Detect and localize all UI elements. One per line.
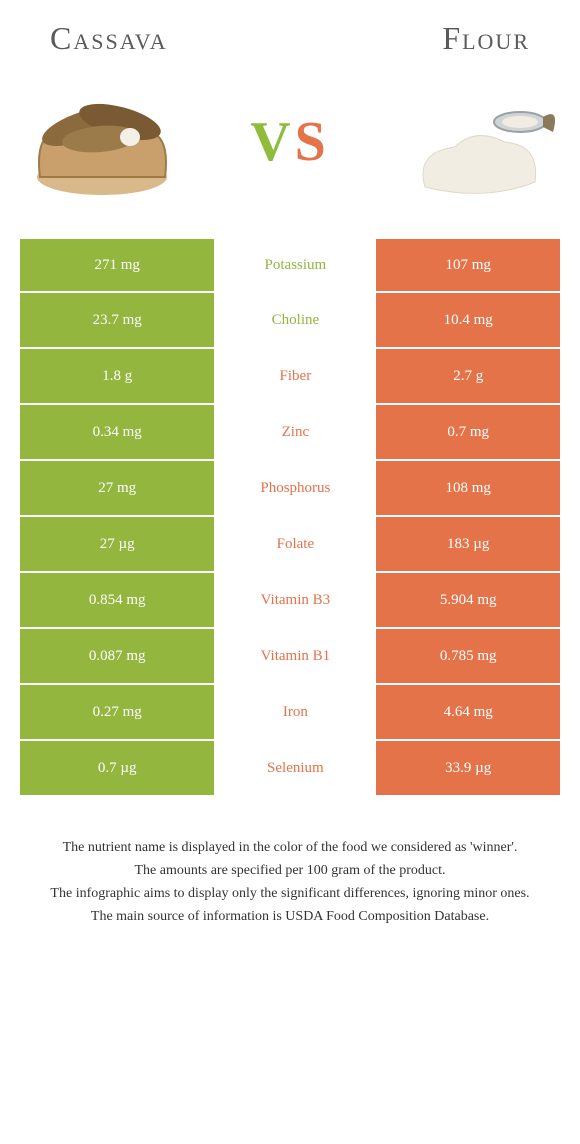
right-value-cell: 108 mg (376, 461, 560, 515)
nutrient-label-cell: Zinc (214, 405, 376, 459)
left-value-cell: 0.854 mg (20, 573, 214, 627)
nutrient-label-cell: Phosphorus (214, 461, 376, 515)
footnote-line: The nutrient name is displayed in the co… (40, 837, 540, 858)
table-row: 23.7 mgCholine10.4 mg (20, 293, 560, 349)
vs-v-letter: V (250, 111, 294, 173)
flour-icon (395, 77, 560, 207)
footnote-line: The amounts are specified per 100 gram o… (40, 860, 540, 881)
right-value-cell: 183 µg (376, 517, 560, 571)
footnote-line: The main source of information is USDA F… (40, 906, 540, 927)
right-value-cell: 107 mg (376, 239, 560, 291)
images-row: VS (20, 67, 560, 237)
left-value-cell: 0.087 mg (20, 629, 214, 683)
right-value-cell: 0.7 mg (376, 405, 560, 459)
footnotes: The nutrient name is displayed in the co… (20, 797, 560, 949)
right-food-title: Flour (442, 20, 530, 57)
vs-s-letter: S (295, 111, 330, 173)
flour-image (395, 77, 560, 207)
table-row: 0.7 µgSelenium33.9 µg (20, 741, 560, 797)
left-value-cell: 0.34 mg (20, 405, 214, 459)
table-row: 0.27 mgIron4.64 mg (20, 685, 560, 741)
cassava-image (20, 77, 185, 207)
header-row: Cassava Flour (20, 20, 560, 67)
right-value-cell: 33.9 µg (376, 741, 560, 795)
cassava-icon (20, 77, 185, 207)
nutrient-label-cell: Vitamin B3 (214, 573, 376, 627)
left-value-cell: 0.7 µg (20, 741, 214, 795)
left-value-cell: 0.27 mg (20, 685, 214, 739)
nutrient-label-cell: Selenium (214, 741, 376, 795)
left-value-cell: 23.7 mg (20, 293, 214, 347)
table-row: 27 µgFolate183 µg (20, 517, 560, 573)
left-value-cell: 27 mg (20, 461, 214, 515)
nutrient-label-cell: Iron (214, 685, 376, 739)
table-row: 0.087 mgVitamin B10.785 mg (20, 629, 560, 685)
nutrient-label-cell: Vitamin B1 (214, 629, 376, 683)
table-row: 0.34 mgZinc0.7 mg (20, 405, 560, 461)
right-value-cell: 2.7 g (376, 349, 560, 403)
table-row: 0.854 mgVitamin B35.904 mg (20, 573, 560, 629)
right-value-cell: 0.785 mg (376, 629, 560, 683)
right-value-cell: 4.64 mg (376, 685, 560, 739)
nutrient-label-cell: Fiber (214, 349, 376, 403)
left-value-cell: 1.8 g (20, 349, 214, 403)
left-food-title: Cassava (50, 20, 168, 57)
nutrient-label-cell: Potassium (214, 239, 376, 291)
right-value-cell: 10.4 mg (376, 293, 560, 347)
right-value-cell: 5.904 mg (376, 573, 560, 627)
nutrient-label-cell: Folate (214, 517, 376, 571)
footnote-line: The infographic aims to display only the… (40, 883, 540, 904)
left-value-cell: 27 µg (20, 517, 214, 571)
nutrient-table: 271 mgPotassium107 mg23.7 mgCholine10.4 … (20, 237, 560, 797)
nutrient-label-cell: Choline (214, 293, 376, 347)
table-row: 271 mgPotassium107 mg (20, 237, 560, 293)
left-value-cell: 271 mg (20, 239, 214, 291)
vs-label: VS (250, 110, 330, 174)
table-row: 1.8 gFiber2.7 g (20, 349, 560, 405)
table-row: 27 mgPhosphorus108 mg (20, 461, 560, 517)
